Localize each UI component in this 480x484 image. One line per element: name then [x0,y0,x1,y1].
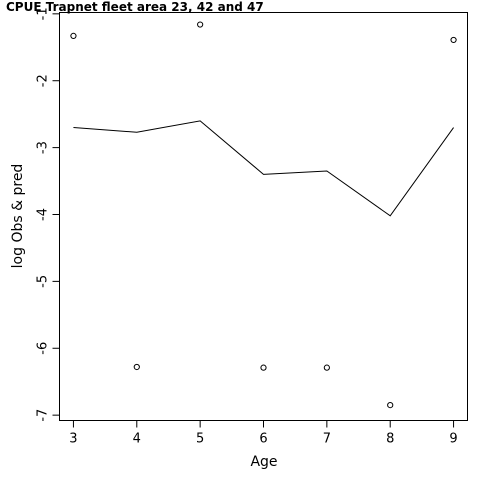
observed-point [70,32,77,40]
observed-point [450,36,457,44]
observed-point [387,402,394,409]
predicted-line [73,120,454,217]
y-axis-label: log Obs & pred [10,164,26,269]
y-tick-label: -1 [36,7,51,20]
observed-point [323,364,330,371]
observed-point [260,364,267,371]
x-tick-label: 8 [386,432,394,447]
y-tick-label: -6 [36,342,51,355]
observed-point [197,21,204,28]
y-tick-label: -5 [36,275,51,288]
y-tick-label: -2 [36,74,51,87]
y-axis: -7 -6 -5 -4 -3 -2 -1 [36,7,60,422]
x-axis-label: Age [250,454,277,470]
x-axis: 3 4 5 6 7 8 9 [69,420,458,447]
x-tick-label: 6 [259,432,267,447]
x-tick-label: 3 [69,432,77,447]
y-tick-label: -7 [36,409,51,422]
x-tick-label: 4 [133,432,141,447]
observed-point [133,363,140,371]
plot-box [59,12,468,421]
x-tick-label: 9 [449,432,457,447]
x-tick-label: 7 [323,432,331,447]
series-layer [70,21,457,409]
chart-title: CPUE Trapnet fleet area 23, 42 and 47 [6,0,264,14]
y-tick-label: -3 [36,141,51,154]
x-tick-label: 5 [196,432,204,447]
y-tick-label: -4 [36,208,51,221]
